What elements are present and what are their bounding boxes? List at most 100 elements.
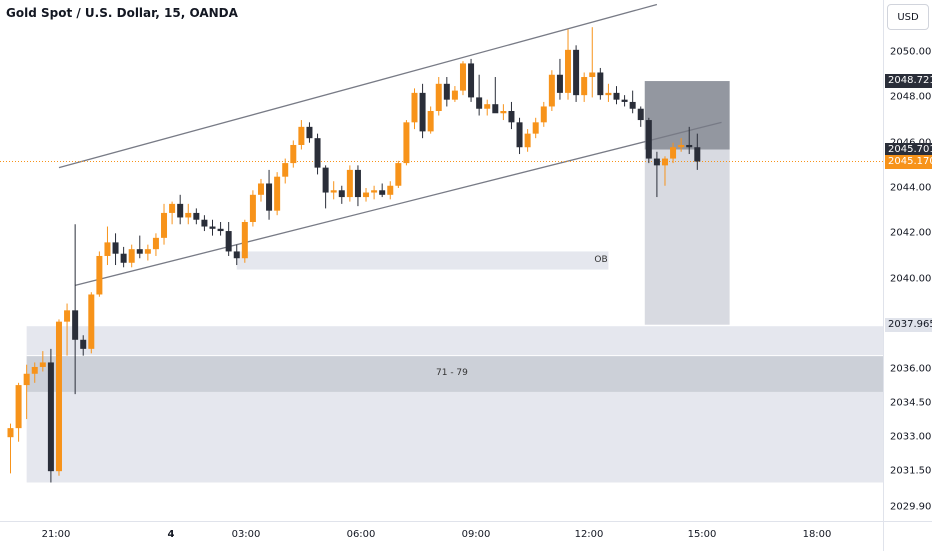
candle-body xyxy=(653,158,660,166)
box-top-price-tag: 2048.721 xyxy=(885,74,932,89)
candle-body xyxy=(96,255,103,295)
candle-body xyxy=(64,310,71,322)
price-tick-label: 2034.500 xyxy=(890,397,932,409)
price-tick-label: 2029.900 xyxy=(890,501,932,513)
candle-body xyxy=(403,122,410,164)
zone-rect xyxy=(236,251,609,270)
candle-body xyxy=(613,92,620,100)
price-tick-label: 2044.000 xyxy=(890,182,932,194)
candle-body xyxy=(72,310,79,340)
currency-button[interactable]: USD xyxy=(887,4,929,30)
candle-body xyxy=(7,428,14,438)
chart-area[interactable]: Gold Spot / U.S. Dollar, 15, OANDA 71 - … xyxy=(0,0,883,521)
candle-body xyxy=(443,83,450,100)
candle-body xyxy=(15,385,22,429)
channel-line xyxy=(58,3,658,169)
demand-zone-label: 71 - 79 xyxy=(436,367,468,378)
candle-body xyxy=(225,231,232,252)
time-axis[interactable]: 21:00 4 03:00 06:00 09:00 12:00 15:00 18:00 xyxy=(0,521,883,551)
candle-body xyxy=(573,49,580,96)
candle-body xyxy=(581,77,588,96)
time-tick-label: 03:00 xyxy=(231,529,261,540)
candle-body xyxy=(338,190,345,198)
candle-body xyxy=(209,226,216,229)
candle-body xyxy=(589,72,596,78)
price-tick-label: 2050.000 xyxy=(890,46,932,58)
candle-body xyxy=(670,147,677,159)
candle-body xyxy=(621,99,628,102)
candle-body xyxy=(686,144,693,148)
candle-body xyxy=(524,133,531,148)
zone-rect xyxy=(26,355,883,392)
candle-body xyxy=(306,126,313,139)
order-block-label: OB xyxy=(594,254,608,265)
candle-body xyxy=(55,321,62,472)
candle-body xyxy=(128,249,135,263)
zone-rect xyxy=(26,326,883,483)
candle-body xyxy=(298,126,305,145)
candle-body xyxy=(31,366,38,374)
candle-body xyxy=(387,185,394,195)
candle-body xyxy=(266,183,273,211)
candle-body xyxy=(508,110,515,123)
candle-body xyxy=(39,362,46,367)
price-tick-label: 2042.000 xyxy=(890,227,932,239)
candle-body xyxy=(23,373,30,386)
axis-corner xyxy=(883,521,932,551)
candle-body xyxy=(290,144,297,164)
time-tick-label: 06:00 xyxy=(346,529,376,540)
candle-body xyxy=(451,90,458,100)
time-tick-label: 4 xyxy=(167,529,175,540)
candle-body xyxy=(161,212,168,238)
candle-body xyxy=(597,72,604,96)
candle-body xyxy=(120,253,127,263)
zone-rect xyxy=(644,81,730,150)
candle-body xyxy=(395,163,402,186)
candle-body xyxy=(354,169,361,198)
candle-body xyxy=(282,163,289,177)
candle-body xyxy=(322,167,329,193)
price-axis[interactable]: USD 2050.0002048.0002046.0002044.0002042… xyxy=(883,0,932,521)
candle-body xyxy=(217,228,224,232)
zone-top-price-tag: 2037.965 xyxy=(885,317,932,332)
candle-body xyxy=(637,108,644,121)
candle-body xyxy=(371,190,378,193)
candle-body xyxy=(169,203,176,213)
candle-body xyxy=(257,183,264,195)
candle-body xyxy=(152,237,159,250)
candle-body xyxy=(241,221,248,259)
candle-body xyxy=(104,242,111,256)
candle-body xyxy=(363,192,370,198)
candle-body xyxy=(500,110,507,114)
candle-body xyxy=(411,92,418,123)
candle-body xyxy=(556,74,563,93)
candle-body xyxy=(185,212,192,218)
candle-body xyxy=(476,97,483,109)
candle-body xyxy=(435,83,442,111)
candle-body xyxy=(516,122,523,148)
candle-body xyxy=(201,219,208,227)
candle-body xyxy=(144,249,151,254)
candle-body xyxy=(112,242,119,254)
channel-line xyxy=(74,121,722,287)
candle-body xyxy=(346,169,353,198)
last-price-tag: 2045.701 xyxy=(885,142,932,157)
time-tick-label: 21:00 xyxy=(41,529,71,540)
candle-body xyxy=(532,122,539,134)
candle-body xyxy=(314,138,321,168)
candle-body xyxy=(661,158,668,166)
price-tick-label: 2048.000 xyxy=(890,91,932,103)
candlestick-chart[interactable] xyxy=(0,0,883,521)
candle-body xyxy=(330,190,337,193)
price-tick-label: 2033.000 xyxy=(890,431,932,443)
candle-body xyxy=(47,362,54,472)
candle-body xyxy=(540,106,547,123)
candle-body xyxy=(484,104,491,109)
symbol-title[interactable]: Gold Spot / U.S. Dollar, 15, OANDA xyxy=(6,6,238,20)
time-tick-label: 09:00 xyxy=(461,529,491,540)
candle-body xyxy=(468,63,475,98)
current-price-tag: 2045.170 xyxy=(885,154,932,169)
candle-body xyxy=(694,147,701,162)
candle-body xyxy=(427,110,434,132)
price-tick-label: 2040.000 xyxy=(890,273,932,285)
